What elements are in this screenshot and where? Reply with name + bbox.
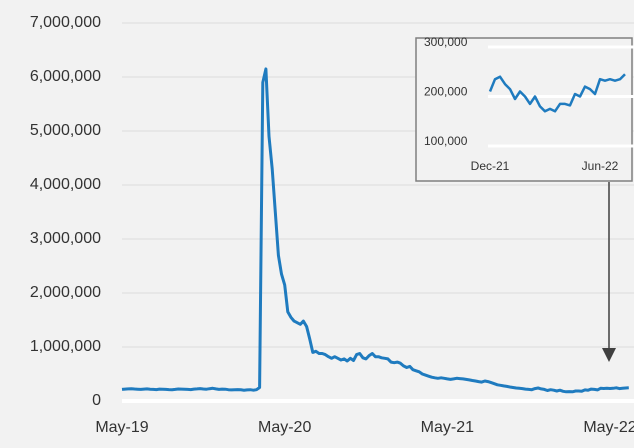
- x-tick-label: May-19: [95, 419, 148, 436]
- y-tick-label: 1,000,000: [30, 338, 101, 355]
- y-tick-label: 5,000,000: [30, 122, 101, 139]
- inset-plot: 100,000 200,000 300,000 Dec-21 Jun-22: [424, 35, 634, 173]
- y-tick-label: 200,000: [424, 85, 468, 99]
- main-plot: 0 1,000,000 2,000,000 3,000,000 4,000,000 5,0…: [30, 14, 634, 436]
- data-line: [121, 67, 629, 394]
- y-tick-label: 3,000,000: [30, 230, 101, 247]
- y-tick-label: 6,000,000: [30, 68, 101, 85]
- arrow-head: [602, 348, 616, 362]
- y-tick-label: 4,000,000: [30, 176, 101, 193]
- x-tick-label: Jun-22: [582, 159, 619, 173]
- y-tick-label: 2,000,000: [30, 284, 101, 301]
- inset-frame: [415, 37, 633, 182]
- x-tick-label: May-20: [258, 419, 311, 436]
- x-tick-label: Dec-21: [471, 159, 510, 173]
- x-tick-label: May-21: [421, 419, 474, 436]
- y-tick-label: 0: [92, 392, 101, 409]
- y-tick-label: 300,000: [424, 35, 468, 49]
- x-tick-label: May-22: [583, 419, 634, 436]
- y-tick-label: 7,000,000: [30, 14, 101, 31]
- data-line: [488, 73, 626, 113]
- y-tick-label: 100,000: [424, 134, 468, 148]
